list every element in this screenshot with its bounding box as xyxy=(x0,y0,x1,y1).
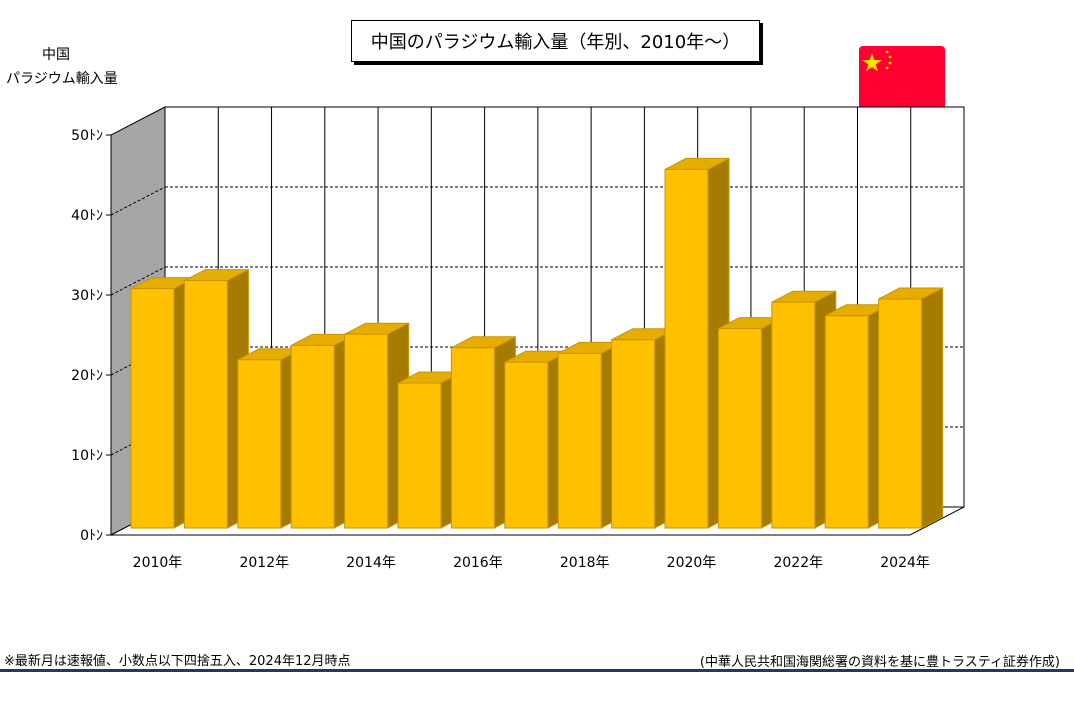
bar xyxy=(397,382,442,529)
chart-title: 中国のパラジウム輸入量（年別、2010年～） xyxy=(351,20,760,62)
bar xyxy=(237,359,282,529)
bar-side xyxy=(921,287,944,529)
bottom-rule xyxy=(0,669,1074,672)
bar xyxy=(290,344,335,529)
bar xyxy=(504,361,549,529)
bar xyxy=(344,333,389,529)
bar xyxy=(664,168,709,529)
y-tick-label: 30ﾄﾝ xyxy=(71,288,103,304)
bar xyxy=(130,288,175,529)
footnote-left: ※最新月は速報値、小数点以下四捨五入、2024年12月時点 xyxy=(4,654,351,669)
y-tick-label: 40ﾄﾝ xyxy=(71,208,103,224)
bar xyxy=(450,347,495,529)
x-tick-label: 2012年 xyxy=(239,555,289,571)
bar xyxy=(878,298,923,529)
source-note: (中華人民共和国海関総署の資料を基に豊トラスティ証券作成) xyxy=(699,655,1060,670)
side-gridline xyxy=(110,266,166,296)
x-tick-label: 2018年 xyxy=(560,555,610,571)
y-tick-label: 0ﾄﾝ xyxy=(80,528,103,544)
bar xyxy=(771,301,816,529)
bar xyxy=(557,352,602,529)
bar xyxy=(611,339,656,529)
y-axis-label-line1: 中国 xyxy=(42,47,70,63)
x-tick-label: 2020年 xyxy=(667,555,717,571)
y-axis-label-line2: パラジウム輸入量 xyxy=(6,71,118,87)
y-tick-label: 50ﾄﾝ xyxy=(71,128,103,144)
x-tick-label: 2024年 xyxy=(880,555,930,571)
bar xyxy=(824,315,869,529)
x-tick-label: 2010年 xyxy=(133,555,183,571)
x-tick-label: 2022年 xyxy=(773,555,823,571)
china-flag-icon xyxy=(859,46,945,110)
y-tick-label: 10ﾄﾝ xyxy=(71,448,103,464)
y-tick-label: 20ﾄﾝ xyxy=(71,368,103,384)
x-tick-label: 2016年 xyxy=(453,555,503,571)
side-gridline xyxy=(110,186,166,216)
bar-chart: 0ﾄﾝ 10ﾄﾝ 20ﾄﾝ 30ﾄﾝ 40ﾄﾝ 50ﾄﾝ 2010年 2012年 2014年 20… xyxy=(71,106,965,571)
bar xyxy=(717,328,762,529)
x-tick-label: 2014年 xyxy=(346,555,396,571)
bar xyxy=(183,280,228,529)
